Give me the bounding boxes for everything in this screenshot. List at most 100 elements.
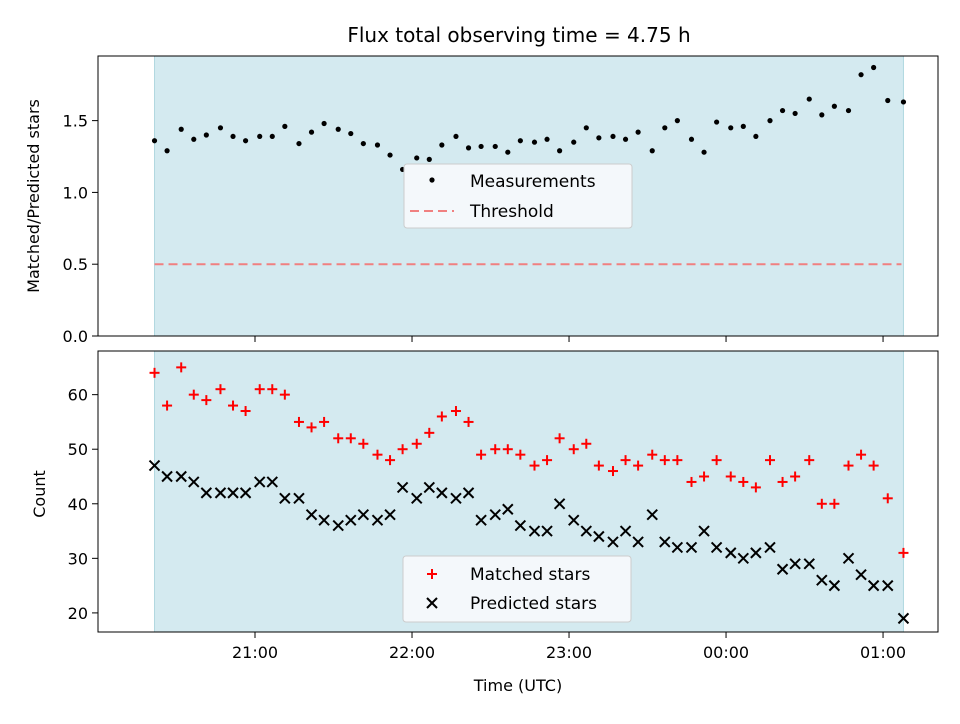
measurement-point (230, 133, 236, 140)
measurement-point (596, 135, 602, 141)
matched-star-point (279, 389, 290, 400)
predicted-star-point (789, 558, 801, 570)
matched-star-point (515, 449, 526, 460)
measurement-point (517, 138, 523, 144)
top-y-ticks: 0.0 0.5 1.0 1.5 (63, 112, 98, 346)
legend-matched-marker (427, 569, 437, 579)
predicted-star-point (698, 525, 710, 537)
measurement-point (348, 130, 354, 137)
bottom-x-ticks: 21:00 22:00 23:00 00:00 01:00 (232, 632, 906, 662)
measurement-point (610, 133, 616, 140)
matched-star-point (372, 449, 383, 460)
measurement-point (714, 119, 720, 125)
matched-star-point (568, 444, 579, 455)
legend-measurements-marker (429, 177, 435, 183)
top-y-tick-label: 0.5 (63, 255, 88, 274)
predicted-star-point (725, 547, 737, 559)
measurement-point (831, 103, 837, 109)
matched-star-point (450, 406, 461, 417)
measurement-point (583, 125, 589, 131)
top-y-tick-label: 1.0 (63, 183, 88, 202)
predicted-star-point (568, 514, 580, 526)
bottom-y-tick-label: 40 (68, 495, 88, 514)
predicted-star-point (239, 487, 252, 499)
matched-star-point (882, 493, 893, 504)
predicted-star-point (671, 541, 684, 554)
predicted-star-point (816, 574, 828, 586)
predicted-star-point (737, 552, 750, 565)
measurement-point (217, 125, 224, 131)
predicted-star-point (541, 525, 553, 537)
matched-star-point (358, 438, 369, 449)
legend-matched-label: Matched stars (470, 565, 590, 585)
bottom-x-tick-label: 23:00 (546, 643, 592, 662)
bottom-y-ticks: 20 30 40 50 60 (68, 386, 98, 623)
measurement-point (858, 72, 864, 78)
matched-star-point (686, 476, 697, 487)
matched-star-point (397, 444, 408, 455)
measurement-point (453, 133, 459, 140)
bottom-panel: 20 30 40 50 60 21:00 22:00 23:00 00:00 01:00 Cou… (30, 350, 939, 695)
matched-star-point (463, 416, 474, 427)
predicted-star-point (188, 476, 200, 488)
legend-measurements-label: Measurements (470, 172, 596, 192)
matched-star-point (333, 433, 344, 444)
bottom-legend-box (402, 555, 632, 623)
matched-star-point (738, 476, 749, 487)
matched-star-point (659, 455, 670, 466)
matched-star-point (490, 444, 501, 455)
measurement-point (505, 149, 511, 155)
legend-predicted-marker (426, 597, 438, 609)
bottom-x-tick-label: 22:00 (389, 643, 435, 662)
matched-star-point (306, 422, 317, 433)
predicted-star-point (764, 541, 776, 554)
legend-predicted-label: Predicted stars (470, 594, 597, 614)
matched-star-point (385, 455, 396, 466)
bottom-y-axis-label: Count (30, 470, 49, 518)
bottom-x-tick-label: 00:00 (703, 643, 749, 662)
predicted-star-point (345, 514, 357, 526)
measurement-point (308, 129, 315, 135)
measurement-point (740, 123, 746, 129)
predicted-star-point (685, 541, 698, 554)
predicted-star-point (357, 508, 370, 521)
matched-star-point (593, 460, 604, 471)
predicted-star-point (148, 459, 161, 472)
predicted-star-point (828, 579, 841, 592)
matched-star-point (699, 471, 710, 482)
predicted-star-point (475, 514, 487, 526)
measurement-point (557, 148, 563, 154)
measurement-point (701, 149, 707, 155)
predicted-star-point (436, 487, 448, 499)
bottom-y-tick-label: 20 (68, 604, 88, 623)
predicted-star-point (553, 498, 566, 510)
top-legend-box (403, 163, 633, 229)
measurement-point (649, 148, 655, 154)
predicted-star-point (593, 530, 605, 543)
predicted-star-point (646, 508, 658, 521)
top-x-ticks (254, 336, 884, 342)
predicted-star-point (842, 552, 855, 565)
bottom-legend: Matched stars Predicted stars (402, 555, 632, 623)
predicted-star-point (214, 487, 227, 499)
measurement-point (203, 132, 209, 138)
measurement-point (531, 139, 538, 145)
measurement-point (465, 145, 472, 151)
measurement-point (335, 126, 341, 132)
matched-star-point (581, 438, 592, 449)
measurement-point (478, 143, 484, 150)
measurement-point (792, 110, 798, 117)
matched-star-point (529, 460, 540, 471)
measurement-point (635, 129, 641, 135)
measurement-point (439, 142, 445, 148)
top-y-tick-label: 0.0 (63, 327, 88, 346)
measurement-point (242, 138, 249, 144)
matched-star-point (254, 384, 265, 395)
predicted-star-point (897, 612, 910, 625)
predicted-star-point (227, 487, 239, 499)
predicted-star-point (411, 492, 423, 505)
top-y-tick-label: 1.5 (63, 112, 88, 131)
chart-title: Flux total observing time = 4.75 h (347, 23, 690, 47)
matched-star-point (856, 449, 867, 460)
top-axes-frame (97, 55, 939, 337)
